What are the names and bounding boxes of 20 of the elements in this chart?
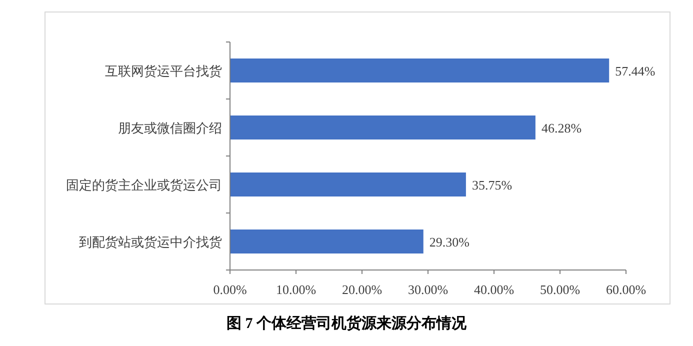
x-tick-label: 20.00% [342, 282, 382, 297]
data-label: 35.75% [472, 178, 512, 192]
bar [230, 116, 536, 140]
bar [230, 58, 610, 82]
x-tick-label: 40.00% [474, 282, 514, 297]
x-tick-label: 50.00% [540, 282, 580, 297]
x-tick-label: 0.00% [213, 282, 247, 297]
y-tick-label: 朋友或微信圈介绍 [118, 120, 222, 136]
y-tick-label: 互联网货运平台找货 [105, 64, 222, 78]
data-label: 29.30% [429, 234, 470, 250]
bar [230, 172, 466, 196]
x-tick-label: 30.00% [408, 282, 448, 297]
x-tick-label: 60.00% [606, 282, 646, 297]
data-label: 46.28% [541, 120, 582, 136]
bar [230, 230, 424, 254]
y-tick-label: 固定的货主企业或货运公司 [66, 178, 222, 192]
x-tick-label: 10.00% [276, 282, 316, 297]
data-label: 57.44% [615, 64, 656, 78]
text: 图 7 个体经营司机货源来源分布情况 [226, 315, 468, 332]
y-tick-label: 到配货站或货运中介找货 [79, 234, 222, 250]
